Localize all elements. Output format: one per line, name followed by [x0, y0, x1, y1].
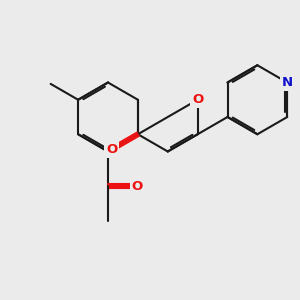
- Text: N: N: [282, 76, 293, 89]
- Text: O: O: [106, 143, 117, 156]
- Text: O: O: [132, 179, 143, 193]
- Text: O: O: [192, 93, 203, 106]
